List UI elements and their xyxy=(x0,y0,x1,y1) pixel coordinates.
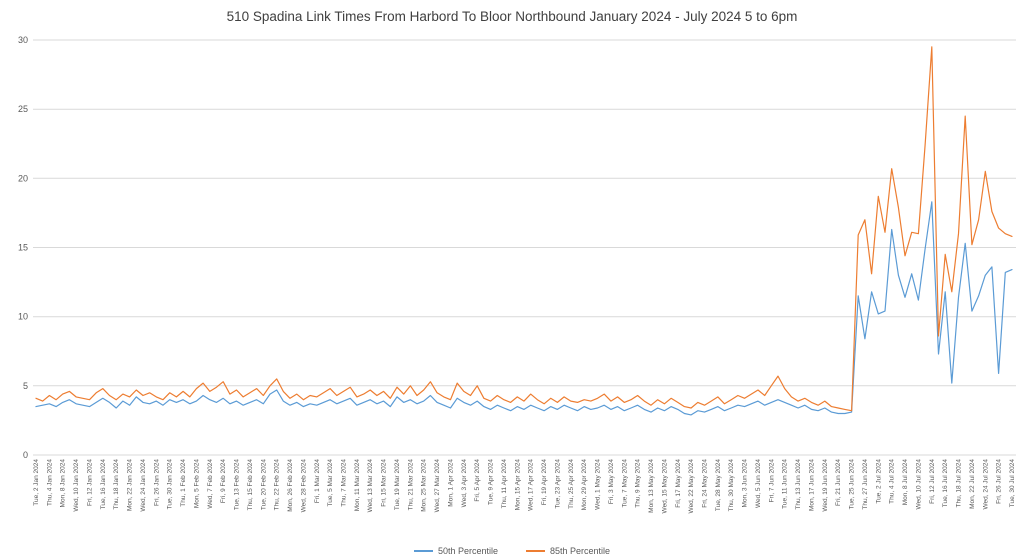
x-tick-label: Wed, 24 Jan 2024 xyxy=(140,459,147,512)
x-tick-label: Wed, 5 Jun 2024 xyxy=(755,459,762,508)
x-tick-label: Tue, 16 Jan 2024 xyxy=(100,459,107,510)
x-tick-label: Tue, 30 Jul 2024 xyxy=(1009,459,1016,508)
x-tick-label: Thu, 22 Feb 2024 xyxy=(274,459,281,511)
y-tick-label: 20 xyxy=(18,173,28,183)
x-tick-label: Tue, 11 Jun 2024 xyxy=(782,459,789,509)
y-tick-label: 10 xyxy=(18,312,28,322)
x-tick-label: Thu, 18 Jul 2024 xyxy=(956,459,963,508)
x-tick-label: Mon, 22 Jan 2024 xyxy=(127,459,134,511)
x-tick-label: Wed, 10 Jul 2024 xyxy=(915,459,922,510)
x-tick-label: Mon, 25 Mar 2024 xyxy=(421,459,428,512)
x-tick-label: Fri, 24 May 2024 xyxy=(702,459,709,508)
x-tick-label: Mon, 29 Apr 2024 xyxy=(581,459,588,511)
x-tick-label: Tue, 16 Jul 2024 xyxy=(942,459,949,508)
x-tick-label: Mon, 11 Mar 2024 xyxy=(354,459,361,512)
x-tick-label: Thu, 15 Feb 2024 xyxy=(247,459,254,511)
x-tick-label: Mon, 26 Feb 2024 xyxy=(287,459,294,512)
x-tick-label: Wed, 1 May 2024 xyxy=(595,459,602,510)
x-tick-label: Mon, 8 Jul 2024 xyxy=(902,459,909,506)
x-tick-label: Fri, 12 Jul 2024 xyxy=(929,459,936,504)
x-tick-label: Tue, 30 Jan 2024 xyxy=(167,459,174,510)
x-tick-label: Fri, 21 Jun 2024 xyxy=(835,459,842,506)
x-tick-label: Wed, 10 Jan 2024 xyxy=(73,459,80,512)
y-tick-label: 25 xyxy=(18,104,28,114)
x-tick-label: Fri, 9 Feb 2024 xyxy=(220,459,227,503)
x-tick-label: Tue, 20 Feb 2024 xyxy=(260,459,267,510)
x-tick-label: Wed, 3 Apr 2024 xyxy=(461,459,468,508)
x-tick-label: Wed, 15 May 2024 xyxy=(661,459,668,514)
x-tick-label: Thu, 30 May 2024 xyxy=(728,459,735,512)
x-tick-label: Wed, 28 Feb 2024 xyxy=(300,459,307,513)
x-tick-label: Mon, 5 Feb 2024 xyxy=(193,459,200,509)
legend-item-85th-percentile: 85th Percentile xyxy=(526,546,610,556)
x-tick-label: Mon, 13 May 2024 xyxy=(648,459,655,513)
x-tick-label: Fri, 5 Apr 2024 xyxy=(474,459,481,502)
x-tick-label: Wed, 7 Feb 2024 xyxy=(207,459,214,509)
x-tick-label: Mon, 3 Jun 2024 xyxy=(742,459,749,508)
legend-line-swatch-50th-icon xyxy=(413,550,433,552)
x-tick-label: Thu, 18 Jan 2024 xyxy=(113,459,120,510)
x-tick-label: Tue, 7 May 2024 xyxy=(621,459,628,508)
x-tick-label: Thu, 4 Jan 2024 xyxy=(46,459,53,506)
x-tick-label: Mon, 22 Jul 2024 xyxy=(969,459,976,509)
x-tick-label: Mon, 1 Apr 2024 xyxy=(448,459,455,507)
x-tick-label: Thu, 27 Jun 2024 xyxy=(862,459,869,510)
legend-line-swatch-85th-icon xyxy=(526,550,545,552)
x-tick-label: Mon, 8 Jan 2024 xyxy=(60,459,67,508)
chart-legend: 50th Percentile 85th Percentile xyxy=(0,546,1024,556)
x-tick-label: Fri, 12 Jan 2024 xyxy=(87,459,94,506)
x-tick-label: Thu, 13 Jun 2024 xyxy=(795,459,802,510)
y-tick-label: 30 xyxy=(18,35,28,45)
x-tick-label: Thu, 7 Mar 2024 xyxy=(341,459,348,507)
x-tick-label: Tue, 9 Apr 2024 xyxy=(488,459,495,505)
x-tick-label: Thu, 11 Apr 2024 xyxy=(501,459,508,509)
x-tick-label: Fri, 17 May 2024 xyxy=(675,459,682,508)
x-tick-label: Wed, 13 Mar 2024 xyxy=(367,459,374,513)
x-tick-label: Fri, 26 Jul 2024 xyxy=(996,459,1003,504)
y-tick-label: 5 xyxy=(23,381,28,391)
x-tick-label: Thu, 25 Apr 2024 xyxy=(568,459,575,509)
x-tick-label: Tue, 13 Feb 2024 xyxy=(234,459,241,510)
x-tick-label: Thu, 4 Jul 2024 xyxy=(889,459,896,504)
x-tick-label: Tue, 19 Mar 2024 xyxy=(394,459,401,510)
x-tick-label: Fri, 19 Apr 2024 xyxy=(541,459,548,506)
x-tick-label: Tue, 23 Apr 2024 xyxy=(554,459,561,509)
series-line-85th-percentile xyxy=(35,46,1013,412)
x-tick-label: Tue, 5 Mar 2024 xyxy=(327,459,334,507)
x-tick-label: Fri, 26 Jan 2024 xyxy=(153,459,160,506)
x-tick-label: Mon, 15 Apr 2024 xyxy=(514,459,521,511)
legend-label-85th-percentile: 85th Percentile xyxy=(550,546,611,556)
x-tick-label: Wed, 24 Jul 2024 xyxy=(982,459,989,510)
x-tick-label: Fri, 3 May 2024 xyxy=(608,459,615,505)
series-line-50th-percentile xyxy=(35,201,1013,416)
x-tick-label: Wed, 27 Mar 2024 xyxy=(434,459,441,513)
legend-item-50th-percentile: 50th Percentile xyxy=(413,546,498,556)
legend-label-50th-percentile: 50th Percentile xyxy=(437,546,498,556)
x-tick-label: Thu, 9 May 2024 xyxy=(635,459,642,508)
x-tick-label: Wed, 19 Jun 2024 xyxy=(822,459,829,512)
x-tick-label: Thu, 1 Feb 2024 xyxy=(180,459,187,507)
y-tick-label: 0 xyxy=(23,450,28,460)
y-tick-label: 15 xyxy=(18,243,28,253)
x-tick-label: Thu, 21 Mar 2024 xyxy=(407,459,414,511)
chart-title: 510 Spadina Link Times From Harbord To B… xyxy=(226,9,798,24)
x-tick-label: Mon, 17 Jun 2024 xyxy=(809,459,816,511)
x-tick-label: Tue, 2 Jan 2024 xyxy=(33,459,40,506)
x-tick-label: Tue, 28 May 2024 xyxy=(715,459,722,512)
x-tick-label: Tue, 25 Jun 2024 xyxy=(849,459,856,510)
x-tick-label: Fri, 7 Jun 2024 xyxy=(768,459,775,503)
x-tick-label: Wed, 17 Apr 2024 xyxy=(528,459,535,511)
x-tick-label: Tue, 2 Jul 2024 xyxy=(875,459,882,504)
x-tick-label: Fri, 15 Mar 2024 xyxy=(381,459,388,507)
x-tick-label: Fri, 1 Mar 2024 xyxy=(314,459,321,503)
x-tick-label: Wed, 22 May 2024 xyxy=(688,459,695,514)
